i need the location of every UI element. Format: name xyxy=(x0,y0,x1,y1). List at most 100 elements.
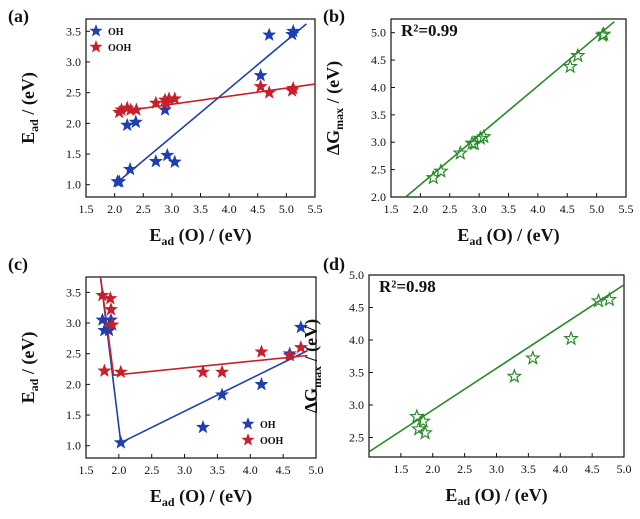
x-tick-label: 4.5 xyxy=(560,202,575,216)
data-point-oh xyxy=(215,387,230,401)
data-point-series xyxy=(590,292,607,308)
y-tick-label: 4.0 xyxy=(349,333,364,347)
x-axis-label: Ead (O) / (eV) xyxy=(150,486,252,509)
x-tick-label: 1.5 xyxy=(384,202,399,216)
y-tick-label: 3.5 xyxy=(66,24,81,38)
y-tick-label: 3.5 xyxy=(349,366,364,380)
data-point-ooh xyxy=(97,363,112,377)
x-axis-label: Ead (O) / (eV) xyxy=(445,485,547,508)
x-tick-label: 5.0 xyxy=(279,202,294,216)
x-tick-label: 5.0 xyxy=(309,463,324,477)
x-tick-label: 4.5 xyxy=(276,463,291,477)
data-point-series xyxy=(601,291,618,307)
x-tick-label: 3.5 xyxy=(501,202,516,216)
data-point-oh xyxy=(195,419,210,434)
y-axis-label: ΔGmax / (eV) xyxy=(301,319,324,413)
data-point-oh xyxy=(262,27,277,41)
y-tick-label: 3.0 xyxy=(66,316,81,330)
x-tick-label: 1.5 xyxy=(393,462,408,476)
x-tick-label: 4.0 xyxy=(222,202,237,216)
data-point-ooh xyxy=(95,288,110,302)
panel-label: (d) xyxy=(323,254,345,275)
data-point-ooh xyxy=(103,302,118,316)
legend-label: OOH xyxy=(260,436,284,447)
y-tick-label: 4.5 xyxy=(349,301,364,315)
data-point-series xyxy=(452,144,469,160)
y-tick-label: 2.5 xyxy=(66,347,81,361)
data-point-series xyxy=(476,128,492,144)
legend-marker-ooh xyxy=(241,433,255,446)
x-tick-label: 2.5 xyxy=(144,463,159,477)
y-tick-label: 3.0 xyxy=(349,398,364,412)
data-point-ooh xyxy=(129,102,144,116)
plot-frame xyxy=(85,276,317,459)
x-tick-label: 2.5 xyxy=(457,462,472,476)
data-point-oh xyxy=(293,319,308,334)
chart-panel-d: (d) 1.5 2.0 2.5 3.0 3.5 4.0 4.5 5.0 2.5 3.0 3.5 4.0 4… xyxy=(301,254,632,508)
y-tick-label: 4.0 xyxy=(371,80,386,94)
data-point-oh xyxy=(120,117,135,132)
data-point-ooh xyxy=(105,317,120,331)
fit-line-series xyxy=(405,21,615,197)
data-point-series xyxy=(595,26,612,41)
x-tick-label: 2.0 xyxy=(425,462,440,476)
legend-label: OOH xyxy=(108,43,132,54)
x-tick-label: 2.0 xyxy=(413,202,428,216)
fit-line-oh xyxy=(114,23,307,186)
chart-panel-a: (a) 1.5 2.0 2.5 3.0 3.5 4.0 4.5 5.0 5.5 1.0 1.5 2.0 2… xyxy=(8,6,323,248)
x-tick-label: 5.0 xyxy=(589,202,604,216)
y-tick-label: 5.0 xyxy=(371,26,386,40)
x-tick-label: 5.0 xyxy=(617,462,632,476)
plot-frame xyxy=(390,18,627,198)
data-point-series xyxy=(417,424,433,440)
x-tick-label: 4.0 xyxy=(243,463,258,477)
x-tick-label: 4.0 xyxy=(553,462,568,476)
x-tick-label: 2.5 xyxy=(136,202,151,216)
r-squared-annotation: R²=0.98 xyxy=(379,277,436,296)
x-tick-label: 5.5 xyxy=(619,202,634,216)
panel-label: (b) xyxy=(323,6,345,27)
y-tick-label: 1.5 xyxy=(66,408,81,422)
fit-line-oh xyxy=(99,277,308,444)
y-tick-label: 3.5 xyxy=(66,285,81,299)
legend-label: OH xyxy=(260,420,276,431)
y-tick-label: 3.5 xyxy=(371,108,386,122)
x-axis-label: Ead (O) / (eV) xyxy=(457,225,559,248)
x-tick-label: 3.5 xyxy=(193,202,208,216)
data-point-oh xyxy=(113,435,128,449)
x-tick-label: 3.5 xyxy=(521,462,536,476)
data-point-oh xyxy=(128,114,143,129)
data-point-oh xyxy=(112,174,127,188)
x-axis-label: Ead (O) / (eV) xyxy=(149,225,251,248)
data-point-ooh xyxy=(103,291,118,305)
y-tick-label: 1.0 xyxy=(66,439,81,453)
x-tick-label: 4.5 xyxy=(585,462,600,476)
x-tick-label: 4.0 xyxy=(530,202,545,216)
x-tick-label: 3.0 xyxy=(164,202,179,216)
y-tick-label: 2.5 xyxy=(66,86,81,100)
x-tick-label: 3.0 xyxy=(472,202,487,216)
y-axis-label: Ead / (eV) xyxy=(18,332,41,404)
y-tick-label: 3.0 xyxy=(66,55,81,69)
data-point-oh xyxy=(254,377,269,391)
data-point-ooh xyxy=(286,81,301,95)
data-point-oh xyxy=(123,162,138,176)
x-tick-label: 1.5 xyxy=(79,202,94,216)
x-tick-label: 5.5 xyxy=(308,202,323,216)
panel-label: (c) xyxy=(8,254,28,275)
x-tick-label: 2.0 xyxy=(111,463,126,477)
legend-marker-oh xyxy=(89,24,103,37)
legend-label: OH xyxy=(108,27,124,38)
chart-panel-c: (c) 1.5 2.0 2.5 3.0 3.5 4.0 4.5 5.0 1.0 1.5 2.0 2.5 3… xyxy=(8,254,324,509)
data-point-oh xyxy=(286,23,301,38)
data-point-oh xyxy=(253,68,268,82)
chart-panel-b: (b)1.5 2.0 2.5 3.0 3.5 4.0 4.5 5.0 5.52.02.53.03… xyxy=(323,6,634,248)
r-squared-annotation: R²=0.99 xyxy=(401,21,458,40)
data-point-series xyxy=(570,47,586,63)
data-point-ooh xyxy=(282,348,297,362)
data-point-ooh xyxy=(253,79,268,93)
data-point-ooh xyxy=(293,340,308,354)
fit-line-ooh xyxy=(114,83,315,114)
x-tick-label: 1.5 xyxy=(79,463,94,477)
